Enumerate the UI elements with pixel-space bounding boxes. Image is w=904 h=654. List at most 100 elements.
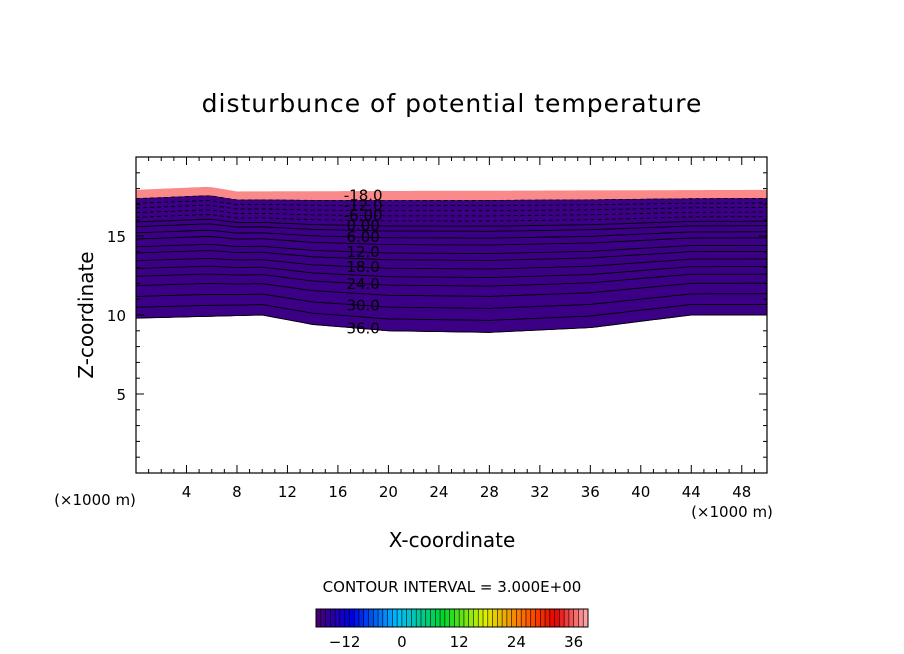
y-tick-label: 15 xyxy=(107,228,126,246)
contour-label: -12.0 xyxy=(344,197,383,215)
colorbar-cell xyxy=(382,609,388,627)
x-tick-label: 40 xyxy=(631,483,650,501)
colorbar-cell xyxy=(530,609,536,627)
colorbar-cell xyxy=(339,609,346,627)
contour-line xyxy=(136,229,767,239)
colorbar-cell xyxy=(564,609,570,627)
colorbar-cell xyxy=(459,609,465,627)
colorbar-cell xyxy=(468,609,474,627)
contour-line xyxy=(136,293,767,309)
colorbar-cell xyxy=(549,609,555,627)
x-tick-label: 36 xyxy=(581,483,600,501)
colorbar-cell xyxy=(463,609,470,627)
colorbar-cell xyxy=(502,609,508,627)
contour-line xyxy=(136,236,767,246)
colorbar-cell xyxy=(406,609,412,627)
colorbar-cell xyxy=(573,609,579,627)
y-tick-label: 10 xyxy=(107,307,126,325)
x-axis-title: X-coordinate xyxy=(389,528,516,552)
colorbar-tick-label: 12 xyxy=(450,633,469,651)
x-tick-label: 4 xyxy=(182,483,192,501)
colorbar-cell xyxy=(397,609,403,627)
colorbar-cell xyxy=(492,609,498,627)
colorbar-cell xyxy=(358,609,365,627)
x-tick-label: 44 xyxy=(682,483,701,501)
contour-label: 18.0 xyxy=(346,258,379,276)
colorbar-cell xyxy=(320,609,326,627)
contour-label: -6.00 xyxy=(344,207,383,225)
x-tick-label: 16 xyxy=(328,483,347,501)
z-unit-label: (×1000 m) xyxy=(54,491,136,509)
colorbar-tick-labels: −12 0 12 24 36 xyxy=(329,633,583,651)
contour-line xyxy=(136,258,767,270)
contour-line xyxy=(136,218,767,227)
colorbar-cell xyxy=(435,609,441,627)
colorbar-cell xyxy=(478,609,484,627)
colorbar-cell xyxy=(416,609,422,627)
colorbar-cell xyxy=(511,609,517,627)
colorbar-cell xyxy=(583,609,589,627)
colorbar-cell xyxy=(363,609,369,627)
colorbar-cell xyxy=(425,609,431,627)
contour-line xyxy=(136,273,767,287)
colorbar-tick-label: 24 xyxy=(507,633,526,651)
contour-line xyxy=(136,243,767,255)
x-tick-label: 20 xyxy=(379,483,398,501)
contour-label: -18.0 xyxy=(344,187,383,205)
colorbar-cell xyxy=(535,609,541,627)
colorbar-cell xyxy=(449,609,455,627)
contour-line xyxy=(136,282,767,297)
contour-label: 30.0 xyxy=(346,296,379,314)
colorbar-cell xyxy=(392,609,398,627)
colorbar-cell xyxy=(330,609,336,627)
colorbar-cell xyxy=(354,609,360,627)
colorbar-cell xyxy=(559,609,565,627)
colorbar-cell xyxy=(554,609,560,627)
contour-line xyxy=(136,314,767,333)
colorbar-cell xyxy=(411,609,417,627)
colorbar-cell xyxy=(430,609,436,627)
y-tick-labels: 5 10 15 xyxy=(107,228,126,404)
contour-line xyxy=(136,214,767,222)
y-tick-label: 5 xyxy=(116,386,126,404)
colorbar-cell xyxy=(540,609,546,627)
colorbar-cell xyxy=(420,609,427,627)
colorbar-cell xyxy=(316,609,322,627)
colorbar-tick-label: −12 xyxy=(329,633,361,651)
contour-line xyxy=(136,204,767,212)
colorbar-cell xyxy=(454,609,460,627)
x-tick-labels: 4 8 12 16 20 24 28 32 36 40 44 48 xyxy=(182,483,752,501)
colorbar-cell xyxy=(373,609,379,627)
colorbar-cell xyxy=(378,609,384,627)
colorbar-cell xyxy=(483,609,489,627)
contour-label: 24.0 xyxy=(346,275,379,293)
contour-line xyxy=(136,195,767,202)
contour-line xyxy=(136,209,767,217)
colorbar-cell xyxy=(335,609,341,627)
contour-line xyxy=(136,250,767,261)
colorbar-cell xyxy=(401,609,408,627)
colorbar-cell xyxy=(516,609,522,627)
contour-interval-text: CONTOUR INTERVAL = 3.000E+00 xyxy=(323,578,582,596)
colorbar-cell xyxy=(368,609,374,627)
contour-label: 36.0 xyxy=(346,320,379,338)
colorbar-cell xyxy=(525,609,532,627)
colorbar-cell xyxy=(344,609,350,627)
colorbar-tick-label: 36 xyxy=(564,633,583,651)
colorbar-frame xyxy=(315,608,589,628)
contour-line xyxy=(136,223,767,232)
contour-label: 12.0 xyxy=(346,243,379,261)
chart-title: disturbunce of potential temperature xyxy=(202,89,703,118)
contour-line xyxy=(136,265,767,278)
colorbar xyxy=(315,608,589,628)
axis-ticks xyxy=(135,156,768,474)
x-tick-label: 12 xyxy=(278,483,297,501)
colorbar-cell xyxy=(545,609,551,627)
x-tick-label: 8 xyxy=(232,483,242,501)
colorbar-cell xyxy=(506,609,513,627)
x-tick-label: 28 xyxy=(480,483,499,501)
colorbar-cell xyxy=(487,609,493,627)
colorbar-cell xyxy=(521,609,527,627)
